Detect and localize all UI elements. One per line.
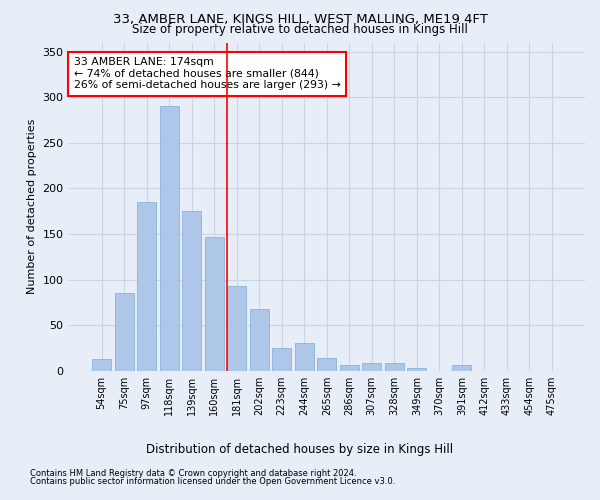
- Text: Contains public sector information licensed under the Open Government Licence v3: Contains public sector information licen…: [30, 477, 395, 486]
- Bar: [340, 366, 359, 371]
- Bar: [385, 362, 404, 371]
- Bar: [250, 309, 269, 371]
- Bar: [295, 344, 314, 371]
- Text: 33, AMBER LANE, KINGS HILL, WEST MALLING, ME19 4FT: 33, AMBER LANE, KINGS HILL, WEST MALLING…: [113, 12, 487, 26]
- Bar: [317, 358, 337, 371]
- Bar: [362, 364, 382, 371]
- Text: Distribution of detached houses by size in Kings Hill: Distribution of detached houses by size …: [146, 442, 454, 456]
- Bar: [182, 211, 201, 371]
- Bar: [137, 202, 156, 371]
- Bar: [272, 348, 292, 371]
- Bar: [407, 368, 427, 371]
- Text: Size of property relative to detached houses in Kings Hill: Size of property relative to detached ho…: [132, 22, 468, 36]
- Bar: [452, 366, 472, 371]
- Text: 33 AMBER LANE: 174sqm
← 74% of detached houses are smaller (844)
26% of semi-det: 33 AMBER LANE: 174sqm ← 74% of detached …: [74, 58, 340, 90]
- Bar: [227, 286, 246, 371]
- Y-axis label: Number of detached properties: Number of detached properties: [27, 119, 37, 294]
- Bar: [205, 236, 224, 371]
- Bar: [92, 359, 111, 371]
- Bar: [115, 294, 134, 371]
- Text: Contains HM Land Registry data © Crown copyright and database right 2024.: Contains HM Land Registry data © Crown c…: [30, 468, 356, 477]
- Bar: [160, 106, 179, 371]
